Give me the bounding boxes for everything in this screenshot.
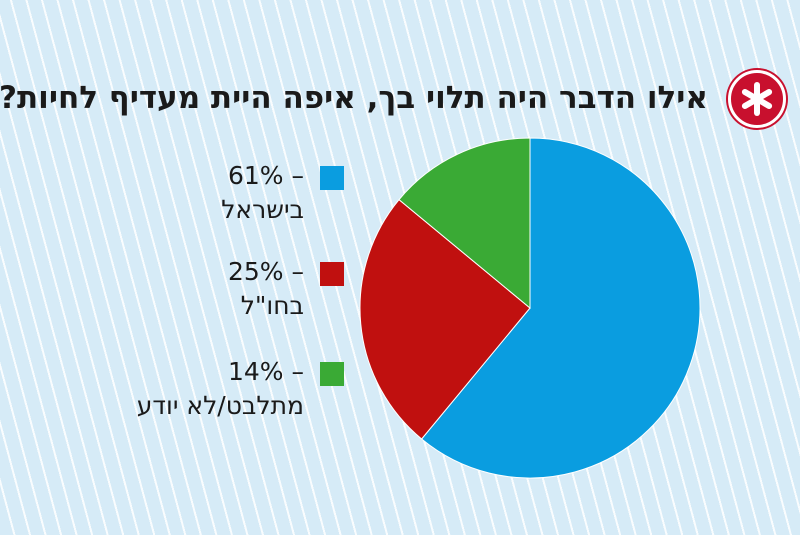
legend-label-undecided: מתלבט/לא יודע bbox=[136, 391, 304, 420]
legend-value-abroad: 25% – bbox=[227, 257, 304, 286]
legend-item-undecided: 14% – מתלבט/לא יודע bbox=[44, 356, 344, 424]
legend-label-abroad: בחו"ל bbox=[240, 291, 304, 320]
legend-swatch-israel bbox=[320, 166, 344, 190]
legend-label-israel: בישראל bbox=[221, 195, 304, 224]
chart-title: אילו הדבר היה תלוי בך, איפה היית מעדיף ל… bbox=[0, 80, 708, 116]
legend-value-israel: 61% – bbox=[227, 161, 304, 190]
site-logo-badge bbox=[728, 70, 786, 128]
legend-swatch-undecided bbox=[320, 362, 344, 386]
pie-chart bbox=[359, 137, 701, 479]
asterisk-icon bbox=[741, 82, 773, 116]
pie-slice-abroad bbox=[359, 198, 531, 440]
pie-slice-undecided bbox=[398, 137, 531, 310]
legend-item-israel: 61% – בישראל bbox=[44, 160, 344, 228]
pie-slice-israel bbox=[420, 137, 701, 479]
legend-value-undecided: 14% – bbox=[227, 357, 304, 386]
legend-item-abroad: 25% – בחו"ל bbox=[44, 256, 344, 324]
legend-swatch-abroad bbox=[320, 262, 344, 286]
